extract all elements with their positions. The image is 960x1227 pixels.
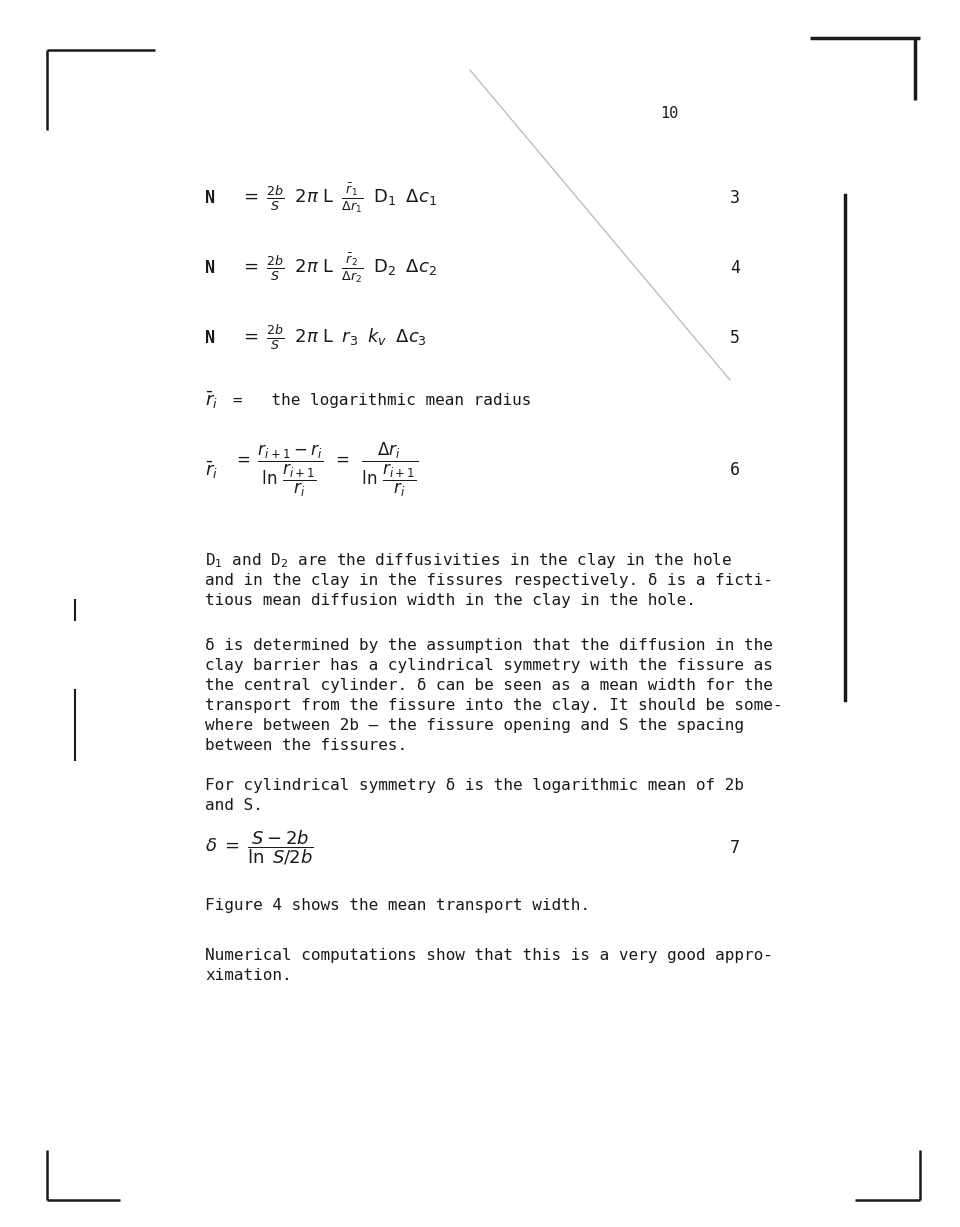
Text: =   the logarithmic mean radius: = the logarithmic mean radius — [233, 393, 532, 407]
Text: $= \; \frac{2b}{S} \;\; 2\pi \;\mathrm{L} \;\; r_3 \;\; k_v \;\; \Delta c_3$: $= \; \frac{2b}{S} \;\; 2\pi \;\mathrm{L… — [240, 324, 427, 352]
Text: and S.: and S. — [205, 798, 263, 814]
Text: clay barrier has a cylindrical symmetry with the fissure as: clay barrier has a cylindrical symmetry … — [205, 658, 773, 672]
Text: 7: 7 — [730, 839, 740, 856]
Text: $= \; \dfrac{r_{i+1} - r_i}{\ln\,\dfrac{r_{i+1}}{r_i}} \;\; = \;\; \dfrac{\Delta: $= \; \dfrac{r_{i+1} - r_i}{\ln\,\dfrac{… — [233, 440, 419, 499]
Text: 3: 3 — [730, 189, 740, 207]
Text: For cylindrical symmetry δ is the logarithmic mean of 2b: For cylindrical symmetry δ is the logari… — [205, 778, 744, 793]
Text: δ is determined by the assumption that the diffusion in the: δ is determined by the assumption that t… — [205, 638, 773, 653]
Text: N: N — [205, 329, 215, 347]
Text: 10: 10 — [660, 106, 679, 121]
Text: 6: 6 — [730, 461, 740, 479]
Text: N: N — [205, 259, 215, 277]
Text: Numerical computations show that this is a very good appro-: Numerical computations show that this is… — [205, 948, 773, 963]
Text: 4: 4 — [730, 259, 740, 277]
Text: $\bar{r}_i$: $\bar{r}_i$ — [205, 389, 218, 411]
Text: ximation.: ximation. — [205, 968, 292, 983]
Text: Figure 4 shows the mean transport width.: Figure 4 shows the mean transport width. — [205, 898, 590, 913]
Text: between the fissures.: between the fissures. — [205, 737, 407, 753]
Text: 5: 5 — [730, 329, 740, 347]
Text: $= \; \frac{2b}{S} \;\; 2\pi \;\mathrm{L} \;\; \frac{\bar{r}_1}{\Delta r_1} \;\;: $= \; \frac{2b}{S} \;\; 2\pi \;\mathrm{L… — [240, 182, 437, 215]
Text: $\bar{r}_i$: $\bar{r}_i$ — [205, 459, 218, 481]
Text: D$_1$ and D$_2$ are the diffusivities in the clay in the hole: D$_1$ and D$_2$ are the diffusivities in… — [205, 551, 732, 571]
Text: $\delta \; = \; \dfrac{S-2b}{\ln\;S/2b}$: $\delta \; = \; \dfrac{S-2b}{\ln\;S/2b}$ — [205, 828, 314, 867]
Text: $= \; \frac{2b}{S} \;\; 2\pi \;\mathrm{L} \;\; \frac{\bar{r}_2}{\Delta r_2} \;\;: $= \; \frac{2b}{S} \;\; 2\pi \;\mathrm{L… — [240, 252, 437, 285]
Text: transport from the fissure into the clay. It should be some-: transport from the fissure into the clay… — [205, 698, 782, 713]
Text: and in the clay in the fissures respectively. δ is a ficti-: and in the clay in the fissures respecti… — [205, 573, 773, 588]
Text: tious mean diffusion width in the clay in the hole.: tious mean diffusion width in the clay i… — [205, 593, 696, 609]
Text: N: N — [205, 189, 215, 207]
Text: where between 2b – the fissure opening and S the spacing: where between 2b – the fissure opening a… — [205, 718, 744, 733]
Text: the central cylinder. δ can be seen as a mean width for the: the central cylinder. δ can be seen as a… — [205, 679, 773, 693]
